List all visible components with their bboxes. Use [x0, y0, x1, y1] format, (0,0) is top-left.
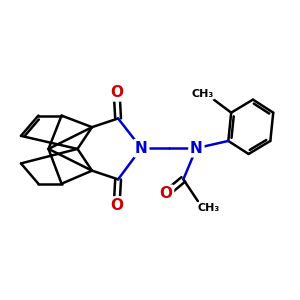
Text: O: O [110, 85, 123, 100]
Text: N: N [190, 141, 203, 156]
Text: N: N [135, 141, 148, 156]
Text: O: O [110, 198, 123, 213]
Text: CH₃: CH₃ [192, 89, 214, 99]
Text: CH₃: CH₃ [198, 203, 220, 213]
Text: O: O [159, 186, 172, 201]
